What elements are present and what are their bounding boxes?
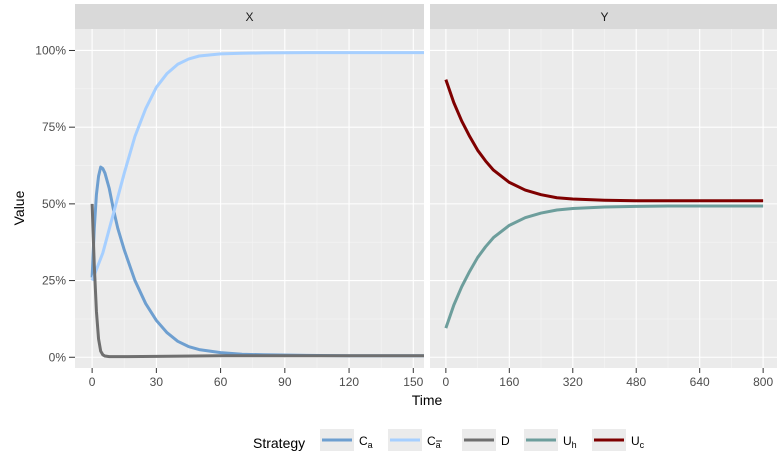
x-tick-label: 480 — [626, 375, 646, 389]
legend-item-ca: Ca — [320, 429, 373, 451]
x-tick-label: 800 — [753, 375, 773, 389]
series-line-cabar — [90, 51, 424, 282]
x-tick-label: 640 — [690, 375, 710, 389]
x-tick-label: 160 — [499, 375, 519, 389]
legend-label: Uc — [631, 434, 645, 450]
panel-background — [430, 29, 777, 368]
x-tick-label: 0 — [89, 375, 96, 389]
y-tick-label: 0% — [49, 350, 67, 364]
panel-background — [75, 29, 424, 368]
legend-item-d: D — [462, 429, 510, 451]
legend-label: Ca — [359, 434, 373, 450]
series-line-uh — [444, 204, 764, 329]
facet-strip-label: X — [245, 10, 253, 24]
y-axis-title: Value — [11, 190, 27, 225]
facet-strip — [75, 4, 424, 29]
y-tick-label: 50% — [42, 197, 66, 211]
facet-strip — [430, 4, 777, 29]
legend: Strategy Ca Ca D Uh Uc — [253, 429, 645, 451]
x-axis-title: Time — [412, 392, 443, 408]
x-tick-label: 60 — [214, 375, 228, 389]
x-tick-label: 320 — [563, 375, 583, 389]
legend-item-cabar: Ca — [388, 429, 442, 451]
series-line-d — [90, 203, 424, 359]
legend-item-uh: Uh — [524, 429, 577, 451]
y-tick-label: 75% — [42, 120, 66, 134]
x-tick-label: 120 — [339, 375, 359, 389]
x-tick-label: 0 — [443, 375, 450, 389]
legend-title: Strategy — [253, 435, 305, 451]
legend-label: Ca — [427, 434, 441, 450]
legend-item-uc: Uc — [592, 429, 645, 451]
x-tick-label: 30 — [150, 375, 164, 389]
x-tick-label: 150 — [403, 375, 423, 389]
facet-strip-label: Y — [600, 10, 608, 24]
legend-label: Uh — [563, 434, 577, 450]
x-tick-label: 90 — [278, 375, 292, 389]
series-line-uc — [444, 79, 764, 203]
legend-label: D — [501, 434, 510, 448]
y-tick-label: 25% — [42, 274, 66, 288]
panels: 0% 25% 50% 75% 100% X 0 30 60 90 120 150 Y 0 160 320 480… — [35, 4, 777, 389]
panel-y: Y 0 160 320 480 640 800 — [430, 4, 777, 389]
panel-x: X 0 30 60 90 120 150 — [75, 4, 424, 389]
y-tick-label: 100% — [35, 43, 66, 57]
